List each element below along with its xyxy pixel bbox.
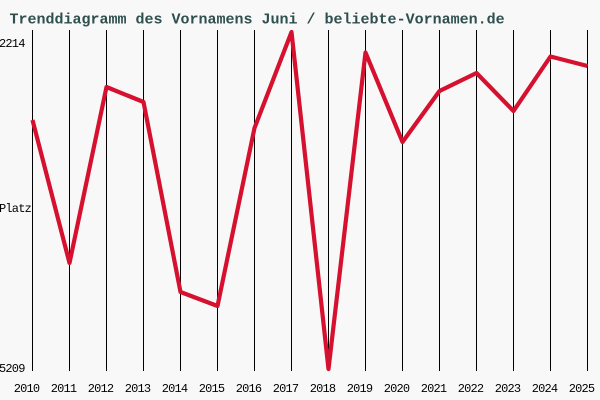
- svg-text:2012: 2012: [88, 382, 114, 396]
- svg-text:2016: 2016: [236, 382, 262, 396]
- svg-text:2021: 2021: [421, 382, 447, 396]
- svg-text:2019: 2019: [347, 382, 373, 396]
- svg-text:2010: 2010: [14, 382, 40, 396]
- svg-text:2018: 2018: [310, 382, 336, 396]
- svg-text:2023: 2023: [495, 382, 521, 396]
- svg-text:2011: 2011: [51, 382, 77, 396]
- svg-text:2017: 2017: [273, 382, 299, 396]
- svg-text:2020: 2020: [384, 382, 410, 396]
- svg-text:2025: 2025: [569, 382, 595, 396]
- svg-text:2014: 2014: [162, 382, 188, 396]
- svg-text:2013: 2013: [125, 382, 151, 396]
- svg-text:Trenddiagramm des Vornamens Ju: Trenddiagramm des Vornamens Juni / belie…: [10, 12, 505, 29]
- svg-text:5209: 5209: [0, 362, 25, 376]
- svg-text:Platz: Platz: [0, 202, 32, 216]
- svg-text:2015: 2015: [199, 382, 225, 396]
- svg-text:2022: 2022: [458, 382, 484, 396]
- svg-text:2214: 2214: [0, 37, 25, 51]
- svg-text:2024: 2024: [532, 382, 558, 396]
